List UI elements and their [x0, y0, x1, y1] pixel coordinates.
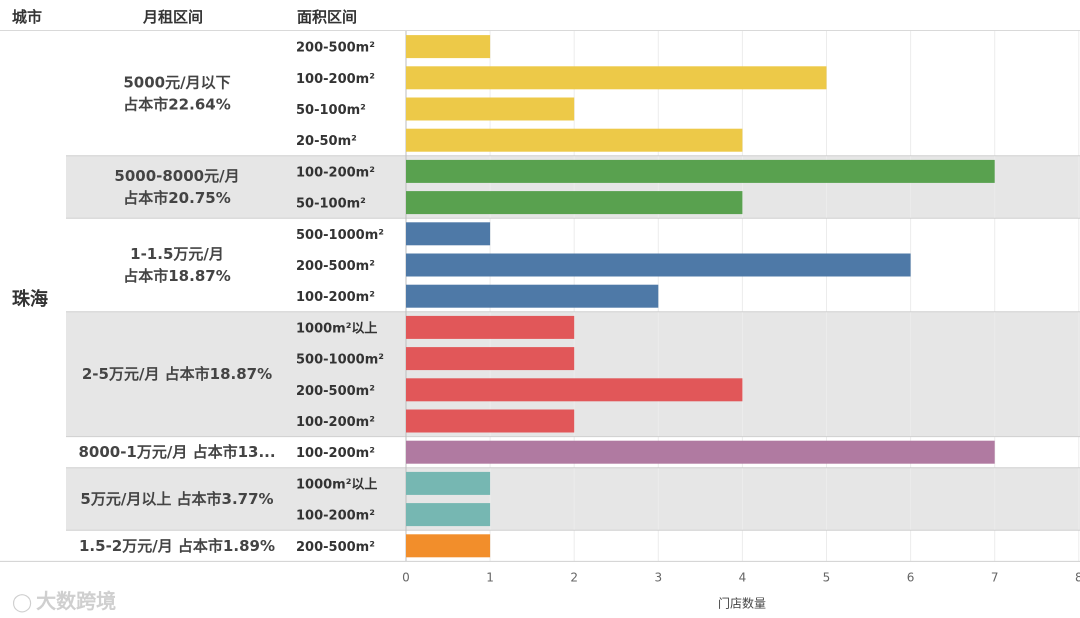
bar [406, 35, 491, 59]
table-header: 城市 月租区间 面积区间 [0, 0, 1080, 30]
area-range-label: 100-200m² [296, 415, 375, 430]
area-range-label: 200-500m² [296, 259, 375, 274]
area-range-label: 100-200m² [296, 446, 375, 461]
rent-range-label: 2-5万元/月 占本市18.87% [82, 365, 272, 383]
area-range-label: 20-50m² [296, 134, 357, 149]
x-axis-title: 门店数量 [718, 595, 766, 610]
x-tick-label: 8 [1075, 570, 1080, 584]
header-divider [0, 30, 1080, 31]
area-range-label: 500-1000m² [296, 228, 384, 243]
bar [406, 222, 491, 246]
watermark-text: 大数跨境 [36, 589, 117, 613]
area-range-label: 1000m²以上 [296, 477, 377, 492]
bar [406, 66, 827, 90]
rent-range-label: 占本市18.87% [123, 267, 230, 285]
area-range-label: 200-500m² [296, 384, 375, 399]
area-range-label: 100-200m² [296, 509, 375, 524]
area-range-label: 1000m²以上 [296, 321, 377, 336]
area-range-label: 100-200m² [296, 290, 375, 305]
x-tick-label: 4 [739, 570, 747, 584]
bar [406, 128, 743, 152]
rent-range-label: 1.5-2万元/月 占本市1.89% [79, 537, 275, 555]
area-range-label: 50-100m² [296, 103, 366, 118]
x-tick-label: 0 [402, 570, 410, 584]
x-tick-label: 6 [907, 570, 915, 584]
x-tick-label: 2 [570, 570, 578, 584]
bar [406, 409, 575, 433]
rent-range-label: 8000-1万元/月 占本市13... [78, 443, 275, 461]
rent-range-label: 5000-8000元/月 [114, 167, 239, 185]
bar [406, 378, 743, 402]
bar [406, 191, 743, 215]
bar [406, 534, 491, 558]
bar [406, 159, 995, 183]
area-range-label: 100-200m² [296, 72, 375, 87]
x-tick-label: 7 [991, 570, 999, 584]
area-range-label: 50-100m² [296, 197, 366, 212]
city-label: 珠海 [12, 289, 48, 310]
bar [406, 284, 659, 308]
area-range-label: 200-500m² [296, 41, 375, 56]
rent-range-label: 5万元/月以上 占本市3.77% [80, 490, 273, 508]
area-range-label: 200-500m² [296, 540, 375, 555]
city-column-header: 城市 [12, 8, 43, 26]
bar [406, 315, 575, 339]
area-range-column-header: 面积区间 [297, 8, 358, 26]
rent-range-label: 占本市20.75% [123, 189, 230, 207]
area-range-label: 500-1000m² [296, 353, 384, 368]
bar [406, 503, 491, 527]
x-tick-label: 1 [486, 570, 494, 584]
area-range-label: 100-200m² [296, 165, 375, 180]
x-tick-label: 5 [823, 570, 831, 584]
rent-range-column-header: 月租区间 [143, 8, 204, 26]
bar [406, 347, 575, 371]
x-tick-label: 3 [654, 570, 662, 584]
bar [406, 440, 995, 464]
rent-range-label: 5000元/月以下 [123, 73, 230, 91]
bar [406, 97, 575, 121]
watermark: ◯ 大数跨境 [12, 585, 116, 614]
rent-range-label: 占本市22.64% [123, 95, 230, 113]
bar [406, 253, 911, 277]
rent-range-label: 1-1.5万元/月 [130, 245, 224, 263]
bar [406, 471, 491, 495]
camera-logo-icon: ◯ [12, 592, 33, 613]
